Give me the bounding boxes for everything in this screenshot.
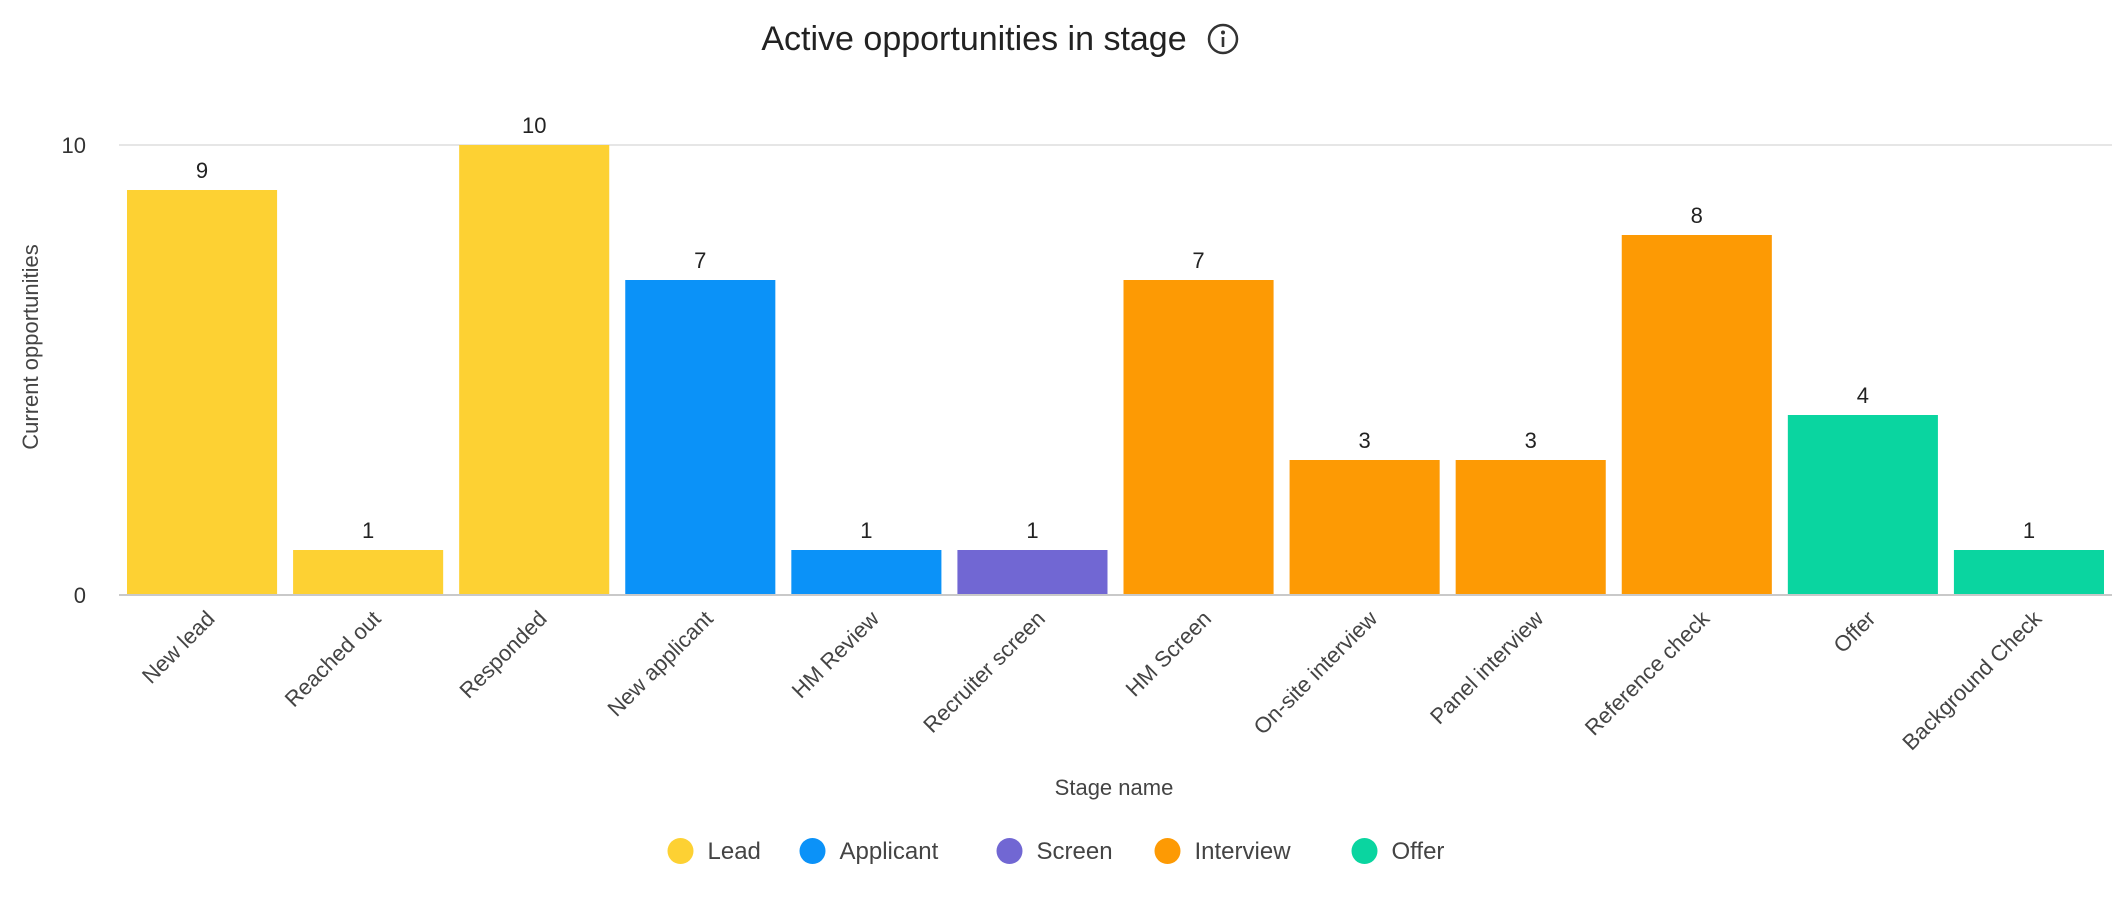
value-label: 8 xyxy=(1691,203,1703,228)
value-label: 3 xyxy=(1359,428,1371,453)
bar[interactable] xyxy=(127,190,278,595)
legend-label: Lead xyxy=(708,838,761,865)
bar[interactable] xyxy=(1787,415,1938,595)
bar[interactable] xyxy=(957,550,1108,595)
value-label: 10 xyxy=(522,113,546,138)
legend-item[interactable]: Interview xyxy=(1154,838,1292,865)
x-tick-label: Offer xyxy=(1828,606,1880,658)
x-axis-ticks: New lead Reached out Responded New applican… xyxy=(137,605,2047,755)
x-tick-label: New lead xyxy=(137,606,220,689)
x-tick-label: HM Screen xyxy=(1121,606,1216,701)
bar[interactable] xyxy=(1621,235,1772,595)
bar[interactable] xyxy=(791,550,942,595)
y-tick-label: 10 xyxy=(62,133,86,158)
x-tick-label: Reached out xyxy=(280,606,386,712)
x-axis-label: Stage name xyxy=(1055,775,1174,800)
legend-swatch xyxy=(996,838,1023,864)
legend-swatch xyxy=(1351,838,1378,864)
legend-label: Applicant xyxy=(840,838,939,865)
bars xyxy=(127,145,2104,595)
y-axis-label: Current opportunities xyxy=(18,244,43,449)
value-label: 7 xyxy=(694,248,706,273)
y-tick-label: 0 xyxy=(74,583,86,608)
legend-label: Offer xyxy=(1392,838,1445,865)
legend-swatch xyxy=(1154,838,1181,864)
bar[interactable] xyxy=(1953,550,2104,595)
legend: Lead Applicant Screen Interview Offer xyxy=(667,838,1445,865)
info-icon[interactable] xyxy=(1207,23,1239,55)
value-label: 4 xyxy=(1857,383,1869,408)
value-label: 9 xyxy=(196,158,208,183)
legend-item[interactable]: Lead xyxy=(667,838,761,865)
legend-label: Screen xyxy=(1037,838,1113,865)
y-axis-ticks: 0 10 xyxy=(62,133,86,608)
x-tick-label: On-site interview xyxy=(1249,606,1383,740)
bar[interactable] xyxy=(1289,460,1440,595)
bar[interactable] xyxy=(1455,460,1606,595)
bar[interactable] xyxy=(1123,280,1274,595)
value-label: 1 xyxy=(362,518,374,543)
legend-swatch xyxy=(799,838,826,864)
chart-title: Active opportunities in stage xyxy=(761,20,1186,58)
x-tick-label: Reference check xyxy=(1580,605,1715,740)
value-label: 7 xyxy=(1192,248,1204,273)
x-tick-label: Recruiter screen xyxy=(918,606,1050,738)
x-tick-label: Background Check xyxy=(1897,605,2047,755)
value-label: 1 xyxy=(2023,518,2035,543)
legend-item[interactable]: Offer xyxy=(1351,838,1445,865)
value-label: 3 xyxy=(1525,428,1537,453)
bar[interactable] xyxy=(459,145,610,595)
bar[interactable] xyxy=(293,550,444,595)
value-label: 1 xyxy=(1026,518,1038,543)
legend-swatch xyxy=(667,838,694,864)
x-tick-label: Panel interview xyxy=(1425,606,1548,729)
x-tick-label: HM Review xyxy=(787,606,884,703)
bar[interactable] xyxy=(625,280,776,595)
legend-item[interactable]: Screen xyxy=(996,838,1113,865)
x-tick-label: New applicant xyxy=(602,606,717,721)
value-label: 1 xyxy=(860,518,872,543)
x-tick-label: Responded xyxy=(454,606,551,703)
legend-item[interactable]: Applicant xyxy=(799,838,939,865)
legend-label: Interview xyxy=(1195,838,1292,865)
